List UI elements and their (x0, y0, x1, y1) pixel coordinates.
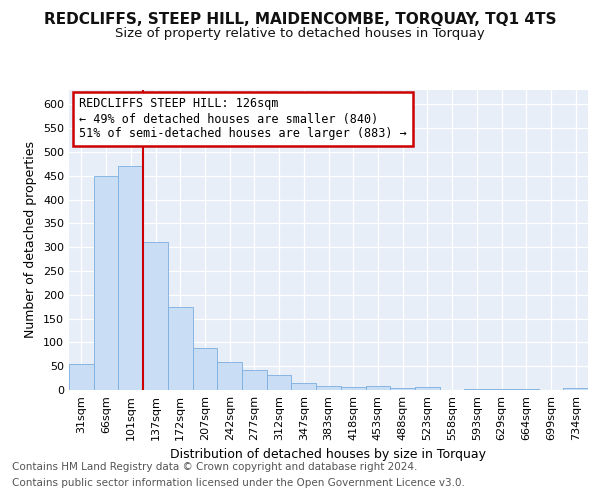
Text: REDCLIFFS, STEEP HILL, MAIDENCOMBE, TORQUAY, TQ1 4TS: REDCLIFFS, STEEP HILL, MAIDENCOMBE, TORQ… (44, 12, 556, 28)
Bar (489, 389, 514, 390)
Y-axis label: Number of detached properties: Number of detached properties (25, 142, 37, 338)
Bar (514, 389, 539, 390)
Bar (143, 242, 168, 390)
Bar (217, 362, 242, 390)
Text: Contains HM Land Registry data © Crown copyright and database right 2024.: Contains HM Land Registry data © Crown c… (12, 462, 418, 472)
Text: Contains public sector information licensed under the Open Government Licence v3: Contains public sector information licen… (12, 478, 465, 488)
Bar (341, 386, 365, 390)
Bar (168, 306, 193, 390)
Bar (267, 375, 292, 390)
Bar (193, 348, 217, 390)
Bar (118, 166, 143, 390)
Bar (464, 388, 489, 390)
Bar (415, 386, 440, 390)
X-axis label: Distribution of detached houses by size in Torquay: Distribution of detached houses by size … (170, 448, 487, 462)
Bar (292, 383, 316, 390)
Bar (563, 388, 588, 390)
Bar (242, 370, 267, 390)
Bar (390, 388, 415, 390)
Bar (94, 176, 118, 390)
Text: REDCLIFFS STEEP HILL: 126sqm
← 49% of detached houses are smaller (840)
51% of s: REDCLIFFS STEEP HILL: 126sqm ← 49% of de… (79, 98, 407, 140)
Bar (69, 364, 94, 390)
Bar (365, 386, 390, 390)
Bar (316, 386, 341, 390)
Text: Size of property relative to detached houses in Torquay: Size of property relative to detached ho… (115, 28, 485, 40)
